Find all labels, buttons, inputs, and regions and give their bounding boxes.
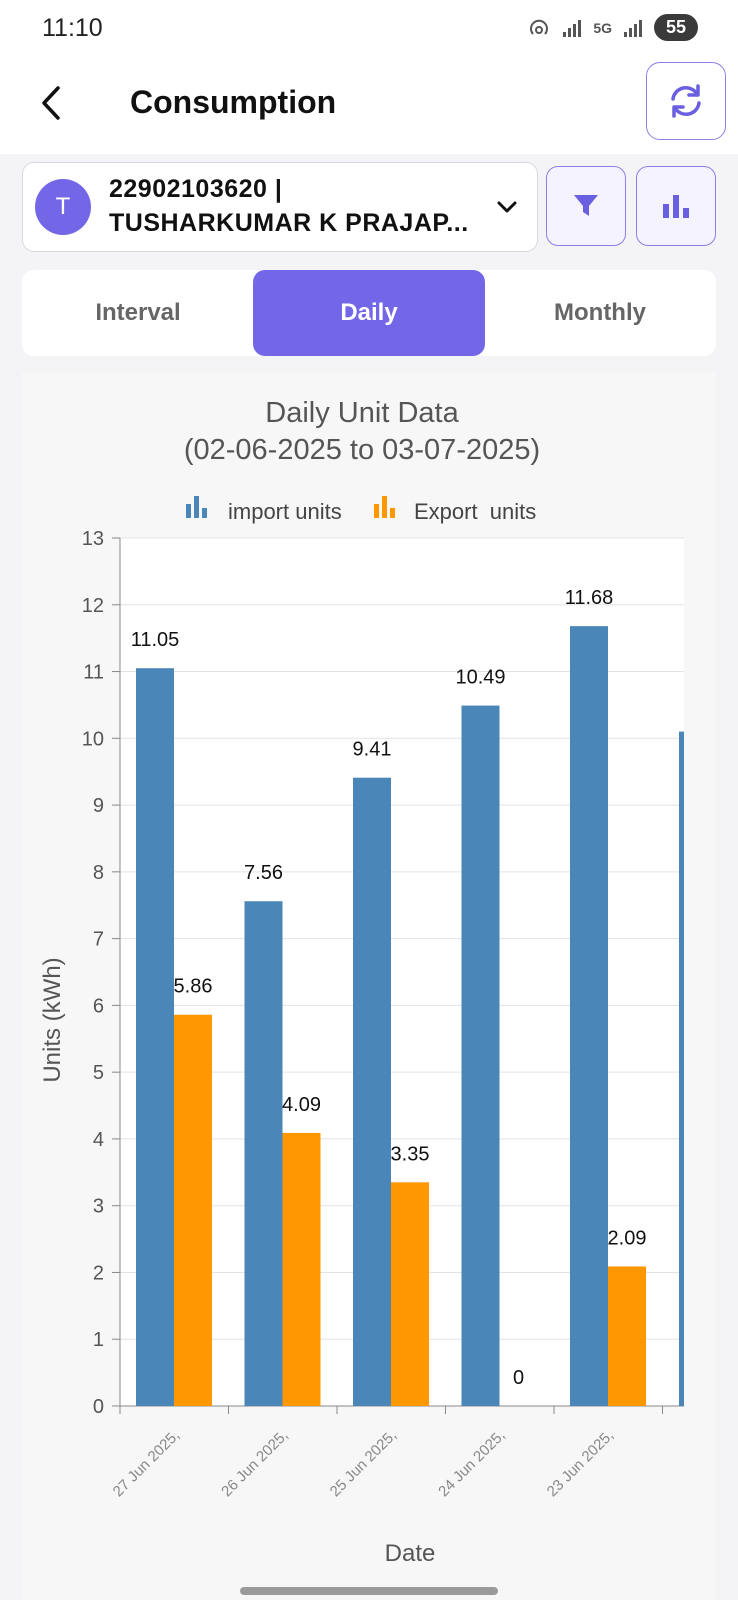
y-tick-label: 2 [93, 1262, 104, 1284]
tab-monthly[interactable]: Monthly [554, 299, 646, 326]
data-label-import: 11.68 [565, 587, 614, 609]
bar-import [353, 777, 391, 1406]
signal-icon-2 [624, 19, 642, 37]
data-label-export: 4.09 [282, 1094, 321, 1116]
y-tick-label: 3 [93, 1196, 104, 1218]
bar-import [570, 626, 608, 1406]
data-label-import: 10.49 [455, 667, 505, 689]
x-tick-label: 23 Jun 2025, [544, 1427, 617, 1500]
status-icons: 5G 55 [527, 14, 698, 41]
y-tick-label: 1 [93, 1329, 104, 1351]
data-label-export: 2.09 [608, 1227, 647, 1249]
chart-card: Daily Unit Data (02-06-2025 to 03-07-202… [22, 372, 716, 1600]
y-tick-label: 8 [93, 862, 104, 884]
chart-title-line1: Daily Unit Data [265, 397, 459, 429]
data-label-export: 5.86 [174, 976, 213, 998]
avatar: T [35, 179, 91, 235]
account-selector[interactable]: T 22902103620 | TUSHARKUMAR K PRAJAP... [22, 162, 538, 252]
chart-title-line2: (02-06-2025 to 03-07-2025) [184, 434, 540, 466]
y-tick-label: 10 [82, 728, 104, 750]
data-label-export: 0 [513, 1367, 524, 1389]
x-tick-label: 27 Jun 2025, [110, 1427, 183, 1500]
bar-export [608, 1266, 646, 1406]
x-axis-label: Date [385, 1540, 436, 1567]
y-tick-label: 0 [93, 1396, 104, 1418]
chart-legend: import units Export units [186, 496, 536, 524]
filter-icon [574, 195, 598, 216]
y-tick-label: 12 [82, 595, 104, 617]
x-tick-label: 24 Jun 2025, [435, 1427, 508, 1500]
status-time: 11:10 [42, 14, 103, 42]
y-tick-label: 9 [93, 795, 104, 817]
network-type: 5G [593, 19, 612, 36]
bar-import [461, 705, 500, 1406]
x-tick-label: 25 Jun 2025, [327, 1427, 400, 1500]
tab-interval[interactable]: Interval [95, 299, 181, 326]
period-tabs: Interval Daily Monthly [22, 270, 716, 356]
bar-export [282, 1132, 321, 1406]
y-tick-label: 11 [83, 662, 104, 684]
legend-import-icon [186, 496, 207, 518]
chevron-left-icon [42, 86, 60, 120]
bar-export [391, 1182, 429, 1406]
legend-import-label: import units [228, 499, 342, 524]
chevron-down-icon [497, 201, 517, 213]
y-tick-label: 5 [93, 1062, 104, 1084]
refresh-button[interactable] [646, 62, 726, 140]
account-name: TUSHARKUMAR K PRAJAP... [109, 209, 469, 237]
signal-icon [563, 19, 582, 37]
status-bar: 11:10 5G 55 [0, 0, 738, 56]
bar-import [244, 901, 283, 1406]
daily-unit-chart: Daily Unit Data (02-06-2025 to 03-07-202… [39, 397, 684, 1567]
bar-import [136, 668, 174, 1406]
tab-daily[interactable]: Daily [253, 270, 485, 356]
page-title: Consumption [130, 84, 337, 120]
data-label-import: 7.56 [244, 862, 283, 884]
data-label-import: 11.05 [131, 629, 180, 651]
y-tick-label: 4 [93, 1129, 104, 1151]
app-header: Consumption [0, 56, 738, 154]
y-tick-label: 7 [93, 929, 104, 951]
hotspot-icon [530, 19, 549, 35]
legend-export-icon [374, 496, 395, 518]
y-axis-label: Units (kWh) [39, 957, 66, 1082]
bar-chart-icon [663, 195, 689, 218]
battery-indicator: 55 [654, 14, 698, 41]
legend-export-label: Export units [414, 499, 536, 524]
y-tick-label: 6 [93, 995, 104, 1017]
home-indicator [240, 1587, 498, 1595]
refresh-icon [671, 84, 701, 118]
filter-button[interactable] [546, 166, 626, 246]
bar-import-partial [679, 731, 684, 1406]
chart-view-button[interactable] [636, 166, 716, 246]
bar-export [174, 1014, 212, 1406]
account-number: 22902103620 | [109, 175, 283, 203]
x-tick-label: 26 Jun 2025, [218, 1427, 291, 1500]
data-label-export: 3.35 [391, 1143, 430, 1165]
back-button[interactable] [34, 80, 70, 126]
y-tick-label: 13 [82, 528, 104, 550]
data-label-import: 9.41 [353, 739, 392, 761]
